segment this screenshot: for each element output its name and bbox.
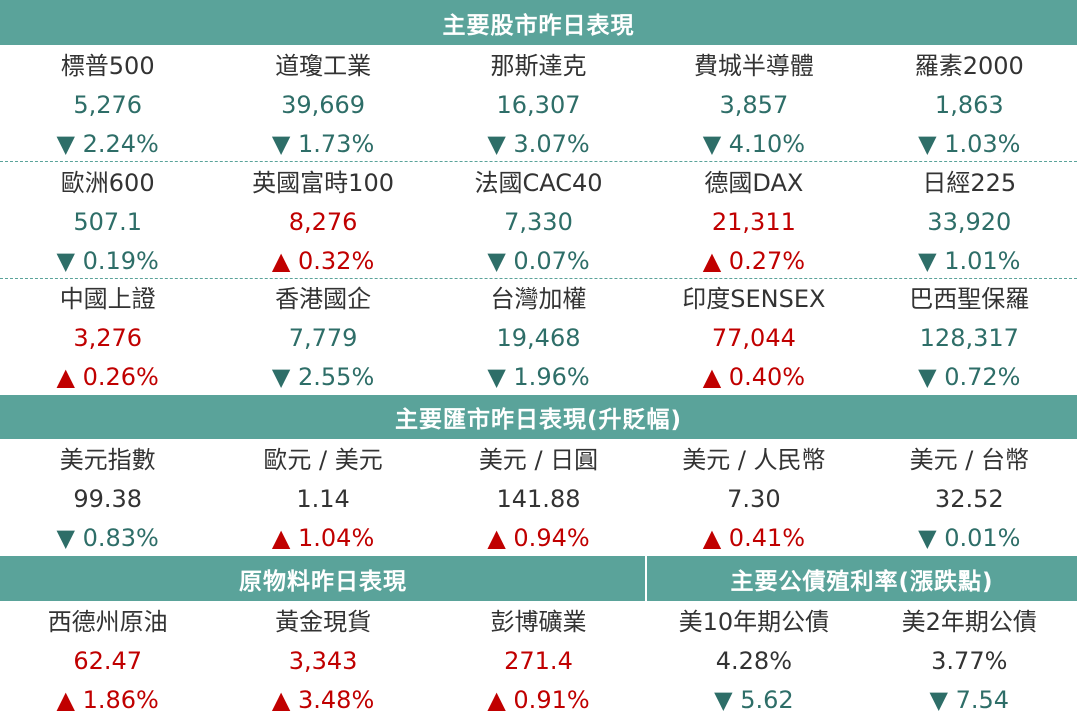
stocks-header: 主要股市昨日表現 — [0, 0, 1077, 45]
instrument-name: 道瓊工業 — [275, 52, 372, 80]
instrument-change: ▲ 0.26% — [56, 363, 159, 391]
instrument-value: 5,276 — [73, 91, 143, 119]
instrument-value: 4.28% — [715, 647, 792, 675]
instrument-name: 美元 / 台幣 — [909, 446, 1029, 474]
instrument-change: ▼ 0.19% — [56, 247, 159, 275]
fx-header: 主要匯市昨日表現(升貶幅) — [0, 395, 1077, 439]
instrument-value: 62.47 — [73, 647, 143, 675]
instrument-change: ▼ 1.03% — [918, 130, 1021, 158]
instrument-change: ▲ 3.48% — [271, 686, 375, 714]
instrument-value: 77,044 — [711, 324, 796, 352]
instrument-value: 3,857 — [719, 91, 789, 119]
instrument-name: 英國富時100 — [252, 169, 394, 197]
instrument-name: 法國CAC40 — [474, 169, 603, 197]
instrument-value: 128,317 — [919, 324, 1019, 352]
instrument-change: ▼ 0.83% — [56, 524, 159, 552]
instrument-value: 32.52 — [934, 485, 1004, 513]
instrument-name: 美2年期公債 — [901, 608, 1037, 636]
instrument-value: 7,779 — [288, 324, 358, 352]
instrument-change: ▼ 0.72% — [918, 363, 1021, 391]
instrument-change: ▲ 0.94% — [487, 524, 590, 552]
instrument-change: ▲ 0.41% — [702, 524, 806, 552]
instrument-value: 7,330 — [504, 208, 573, 236]
instrument-change: ▼ 1.01% — [918, 247, 1021, 275]
instrument-name: 日經225 — [922, 169, 1017, 197]
instrument-change: ▼ 7.54 — [929, 686, 1010, 714]
instrument-change: ▼ 2.24% — [56, 130, 159, 158]
instrument-value: 8,276 — [288, 208, 358, 236]
instrument-change: ▼ 4.10% — [702, 130, 806, 158]
instrument-value: 21,311 — [711, 208, 796, 236]
instrument-name: 德國DAX — [704, 169, 804, 197]
instrument-name: 美元 / 人民幣 — [682, 446, 826, 474]
instrument-name: 香港國企 — [275, 285, 372, 313]
instrument-name: 標普500 — [60, 52, 155, 80]
instrument-value: 507.1 — [73, 208, 143, 236]
instrument-change: ▲ 1.04% — [271, 524, 375, 552]
instrument-value: 271.4 — [504, 647, 573, 675]
instrument-change: ▼ 3.07% — [487, 130, 590, 158]
instrument-value: 141.88 — [496, 485, 581, 513]
instrument-value: 33,920 — [927, 208, 1012, 236]
instrument-change: ▼ 5.62 — [714, 686, 794, 714]
instrument-value: 1,863 — [934, 91, 1004, 119]
instrument-change: ▲ 0.32% — [271, 247, 375, 275]
instrument-change: ▲ 0.40% — [702, 363, 806, 391]
bonds-header: 主要公債殖利率(漲跌點) — [647, 556, 1077, 601]
instrument-value: 3.77% — [931, 647, 1008, 675]
commodities-header: 原物料昨日表現 — [0, 556, 646, 601]
instrument-change: ▼ 1.73% — [271, 130, 375, 158]
instrument-name: 西德州原油 — [47, 608, 168, 636]
instrument-change: ▼ 0.07% — [487, 247, 590, 275]
instrument-name: 美元 / 日圓 — [478, 446, 599, 474]
instrument-value: 19,468 — [496, 324, 581, 352]
instrument-value: 1.14 — [296, 485, 350, 513]
instrument-name: 歐洲600 — [60, 169, 155, 197]
instrument-name: 中國上證 — [59, 285, 156, 313]
instrument-change: ▼ 2.55% — [271, 363, 375, 391]
instrument-name: 那斯達克 — [490, 52, 587, 80]
instrument-name: 美元指數 — [59, 446, 156, 474]
instrument-name: 黃金現貨 — [275, 608, 372, 636]
instrument-value: 39,669 — [281, 91, 366, 119]
instrument-value: 7.30 — [727, 485, 781, 513]
header-separator — [645, 556, 647, 601]
instrument-name: 印度SENSEX — [682, 285, 826, 313]
instrument-name: 費城半導體 — [693, 52, 814, 80]
instrument-name: 美10年期公債 — [678, 608, 830, 636]
instrument-name: 台灣加權 — [490, 285, 587, 313]
instrument-change: ▲ 0.27% — [702, 247, 806, 275]
row-divider — [0, 161, 1077, 162]
instrument-value: 3,343 — [288, 647, 358, 675]
instrument-name: 羅素2000 — [914, 52, 1024, 80]
row-divider — [0, 278, 1077, 279]
instrument-value: 3,276 — [73, 324, 143, 352]
instrument-change: ▲ 0.91% — [487, 686, 590, 714]
instrument-value: 99.38 — [73, 485, 143, 513]
instrument-name: 歐元 / 美元 — [263, 446, 383, 474]
instrument-name: 巴西聖保羅 — [909, 285, 1030, 313]
instrument-change: ▼ 0.01% — [918, 524, 1021, 552]
instrument-value: 16,307 — [496, 91, 581, 119]
instrument-change: ▼ 1.96% — [487, 363, 590, 391]
instrument-change: ▲ 1.86% — [56, 686, 159, 714]
instrument-name: 彭博礦業 — [490, 608, 587, 636]
